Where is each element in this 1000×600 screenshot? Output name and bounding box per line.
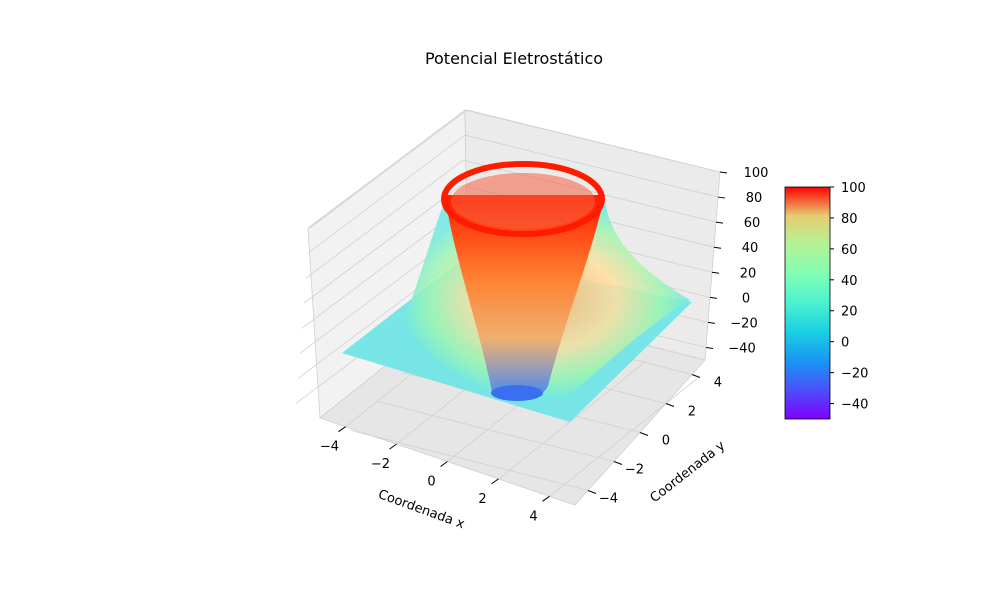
y-tick-mark — [587, 490, 597, 494]
z-tick-label: 60 — [744, 216, 761, 231]
y-tick-label: 4 — [714, 376, 722, 391]
colorbar-tick-label: −40 — [841, 398, 868, 413]
y-axis-ticks: −4 −2 0 2 4 — [587, 374, 722, 507]
colorbar: −40 −20 0 20 40 60 80 100 — [784, 181, 868, 420]
y-grid-line — [350, 430, 589, 491]
z-tick-label: 0 — [742, 291, 750, 306]
y-grid-line — [376, 401, 615, 462]
x-tick-label: 0 — [427, 475, 435, 490]
z-tick-mark — [711, 271, 720, 274]
y-tick-label: −2 — [625, 463, 644, 478]
colorbar-tick-label: 20 — [841, 305, 858, 320]
z-grid-line-left — [307, 134, 466, 254]
z-tick-mark — [707, 321, 716, 324]
colorbar-gradient — [784, 186, 831, 420]
y-tick-label: 0 — [662, 434, 670, 449]
colorbar-tick-label: 80 — [841, 212, 858, 227]
y-tick-label: 2 — [688, 405, 696, 420]
z-tick-mark — [713, 246, 722, 249]
z-tick-mark — [705, 346, 714, 349]
colorbar-tick-label: 100 — [841, 181, 866, 196]
z-tick-label: −40 — [728, 341, 755, 356]
z-grid-line-left — [309, 109, 468, 229]
z-grid-line-right — [464, 134, 719, 198]
y-tick-mark — [691, 374, 701, 378]
z-tick-mark — [715, 221, 724, 224]
surface-ring-inner — [451, 173, 595, 229]
colorbar-tick-label: −20 — [841, 367, 868, 382]
chart-title: Potencial Eletrostático — [425, 49, 603, 68]
x-tick-mark — [491, 478, 499, 485]
z-grid-line-right — [466, 109, 721, 173]
y-tick-mark — [665, 403, 675, 407]
z-tick-label: 40 — [742, 241, 759, 256]
surface-well-bottom — [491, 385, 543, 401]
x-grid-line — [498, 360, 647, 480]
z-tick-mark — [719, 171, 728, 174]
x-tick-mark — [389, 443, 397, 450]
y-tick-mark — [613, 461, 623, 465]
z-tick-label: 20 — [740, 266, 757, 281]
z-grid-line-left — [305, 159, 464, 279]
z-tick-label: 80 — [746, 191, 763, 206]
z-tick-mark — [717, 196, 726, 199]
colorbar-tick-label: 60 — [841, 243, 858, 258]
z-grid-line-left — [301, 209, 460, 329]
z-grid-line-left — [303, 184, 462, 304]
z-tick-label: 100 — [744, 166, 769, 181]
y-tick-label: −4 — [599, 492, 618, 507]
x-tick-mark — [542, 495, 550, 502]
x-tick-label: 2 — [478, 492, 486, 507]
x-tick-mark — [440, 461, 448, 467]
colorbar-tick-label: 40 — [841, 274, 858, 289]
z-tick-label: −20 — [730, 316, 757, 331]
surface-well-wall — [445, 195, 605, 401]
y-axis-label: Coordenada y — [648, 438, 729, 506]
x-grid-line — [549, 377, 698, 497]
x-tick-mark — [338, 426, 346, 433]
z-axis-ticks: −40 −20 0 20 40 60 80 100 — [705, 166, 769, 356]
colorbar-ticks: −40 −20 0 20 40 60 80 100 — [830, 181, 868, 413]
x-axis-label: Coordenada x — [376, 487, 467, 532]
colorbar-tick-label: 0 — [841, 336, 849, 351]
surface — [342, 161, 692, 422]
x-tick-label: −2 — [371, 457, 390, 472]
z-tick-mark — [709, 296, 718, 299]
x-axis-ticks: −4 −2 0 2 4 — [320, 426, 550, 524]
x-tick-label: −4 — [320, 440, 339, 455]
y-tick-mark — [639, 432, 649, 436]
surface-ring-top — [441, 161, 605, 237]
x-tick-label: 4 — [529, 509, 537, 524]
